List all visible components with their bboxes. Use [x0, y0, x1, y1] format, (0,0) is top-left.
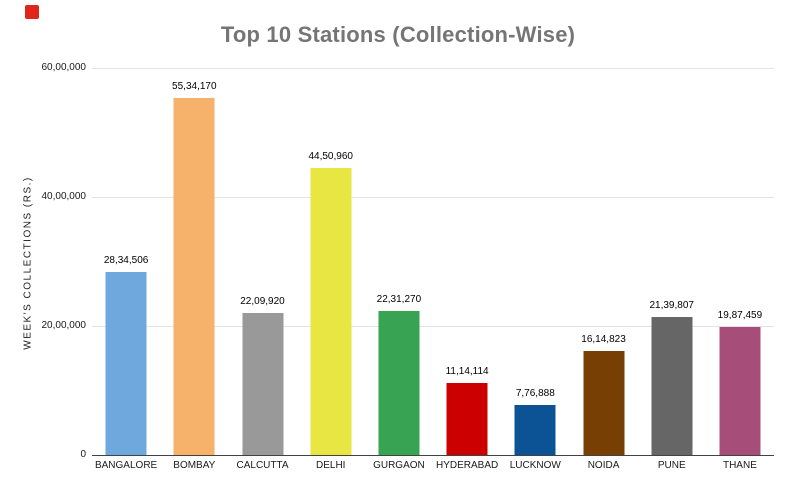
bar-value-label: 22,31,270	[376, 294, 422, 306]
red-marker-icon	[25, 5, 39, 19]
bar-value-label: 11,14,114	[445, 366, 489, 378]
x-axis-label-bombay: BOMBAY	[173, 460, 216, 471]
bar-delhi[interactable]	[310, 167, 352, 455]
bar-value-label: 44,50,960	[308, 150, 353, 162]
bar-band: 11,14,114	[433, 68, 501, 455]
bar-lucknow[interactable]	[514, 404, 556, 455]
gridline	[92, 197, 774, 198]
bar-value-label: 21,39,807	[649, 300, 694, 311]
bar-noida[interactable]	[583, 350, 625, 455]
x-axis-label-thane: THANE	[722, 460, 757, 471]
y-axis-tick-label: 0	[80, 449, 86, 460]
bar-band: 7,76,888	[501, 68, 569, 455]
plot-area: 28,34,506 55,34,170 22,09,920 44,50,960 22,3…	[92, 68, 774, 456]
x-axis-labels: BANGALORE BOMBAY CALCUTTA DELHI GURGAON HYDER…	[92, 460, 774, 471]
bar-thane[interactable]	[719, 326, 761, 455]
bar-band: 22,09,920	[228, 68, 296, 455]
gridline	[92, 68, 774, 69]
bar-band: 16,14,823	[569, 68, 637, 455]
y-axis-tick-label: 40,00,000	[41, 191, 87, 202]
bar-band: 55,34,170	[160, 68, 228, 455]
bar-band: 28,34,506	[92, 68, 160, 455]
bar-hyderabad[interactable]	[446, 383, 488, 455]
bar-pune[interactable]	[651, 317, 693, 455]
x-axis-label-noida: NOIDA	[587, 460, 620, 471]
bar-band: 44,50,960	[297, 68, 365, 455]
bar-value-label: 22,09,920	[240, 295, 285, 307]
x-axis-label-pune: PUNE	[657, 460, 686, 471]
x-axis-label-bangalore: BANGALORE	[94, 460, 158, 471]
x-axis-line	[92, 455, 774, 456]
bar-calcutta[interactable]	[242, 312, 283, 455]
y-axis-tick-label: 20,00,000	[41, 320, 87, 331]
chart-title: Top 10 Stations (Collection-Wise)	[220, 22, 576, 47]
bar-bombay[interactable]	[173, 98, 215, 455]
bar-value-label: 28,34,506	[103, 255, 149, 267]
bar-band: 22,31,270	[365, 68, 433, 455]
bar-band: 21,39,807	[638, 68, 706, 455]
bar-value-label: 16,14,823	[581, 333, 626, 345]
bar-band: 19,87,459	[706, 68, 774, 455]
x-axis-label-lucknow: LUCKNOW	[509, 460, 561, 471]
gridline	[92, 326, 774, 327]
bar-series: 28,34,506 55,34,170 22,09,920 44,50,960 22,3…	[92, 68, 774, 455]
x-axis-label-hyderabad: HYDERABAD	[435, 460, 499, 471]
bar-gurgaon[interactable]	[378, 311, 420, 455]
y-axis-tick-label: 60,00,000	[41, 62, 87, 73]
bar-value-label: 19,87,459	[717, 309, 763, 321]
bar-value-label: 55,34,170	[172, 81, 217, 92]
x-axis-label-gurgaon: GURGAON	[373, 460, 425, 471]
x-axis-label-delhi: DELHI	[315, 460, 346, 471]
bar-value-label: 7,76,888	[515, 387, 555, 399]
x-axis-label-calcutta: CALCUTTA	[236, 460, 289, 471]
bar-bangalore[interactable]	[105, 272, 147, 455]
